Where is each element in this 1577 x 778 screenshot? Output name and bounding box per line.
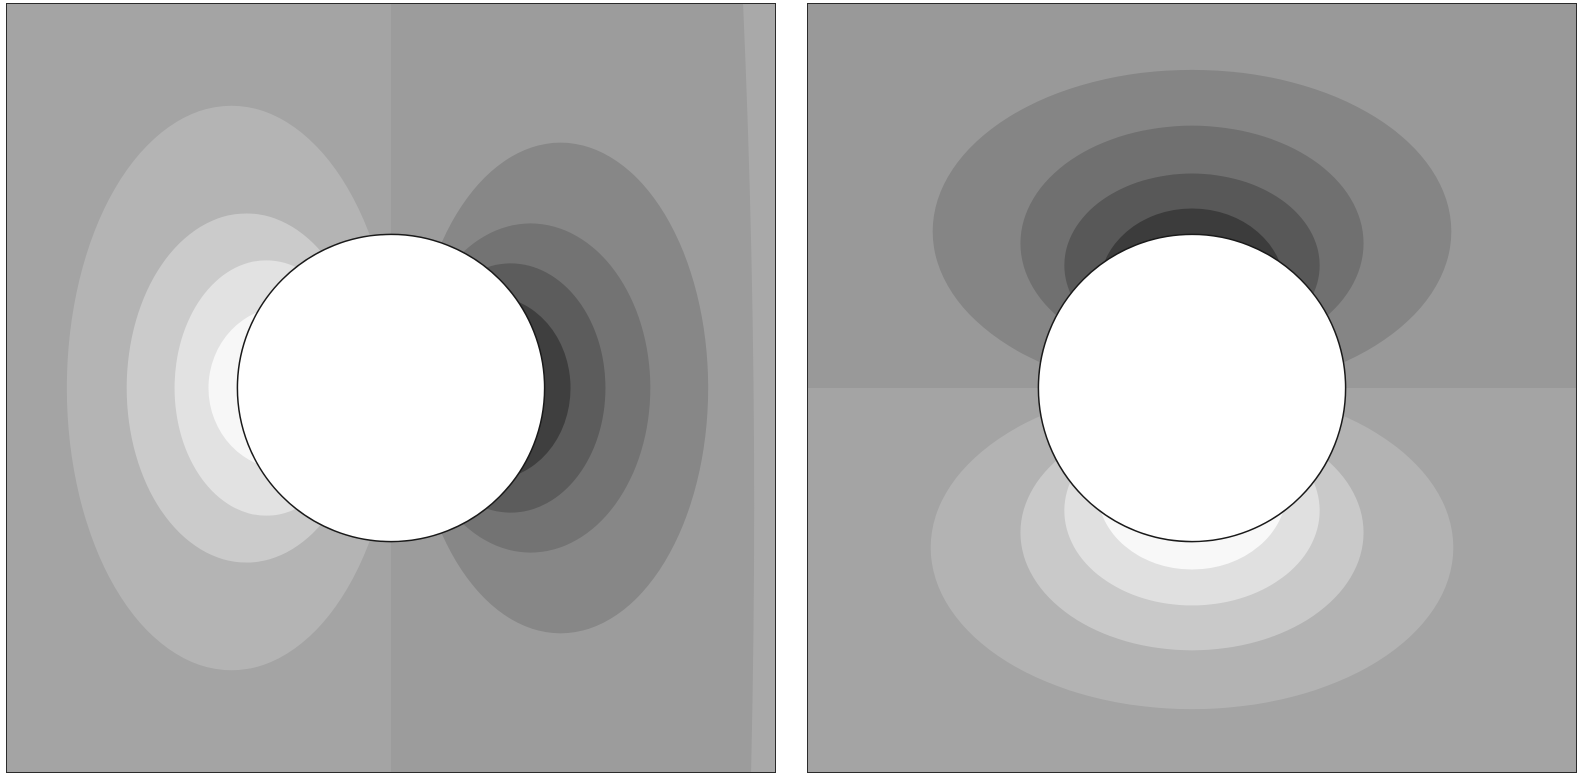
outer-band-dark [743,4,775,772]
contour-plot-left [7,4,775,772]
outer-band-mid [391,4,414,772]
contour-plot-right [808,4,1576,772]
contour-panel-right [807,3,1577,773]
obstacle-circle [1037,233,1347,543]
contour-panel-left [6,3,776,773]
obstacle-circle [236,233,546,543]
